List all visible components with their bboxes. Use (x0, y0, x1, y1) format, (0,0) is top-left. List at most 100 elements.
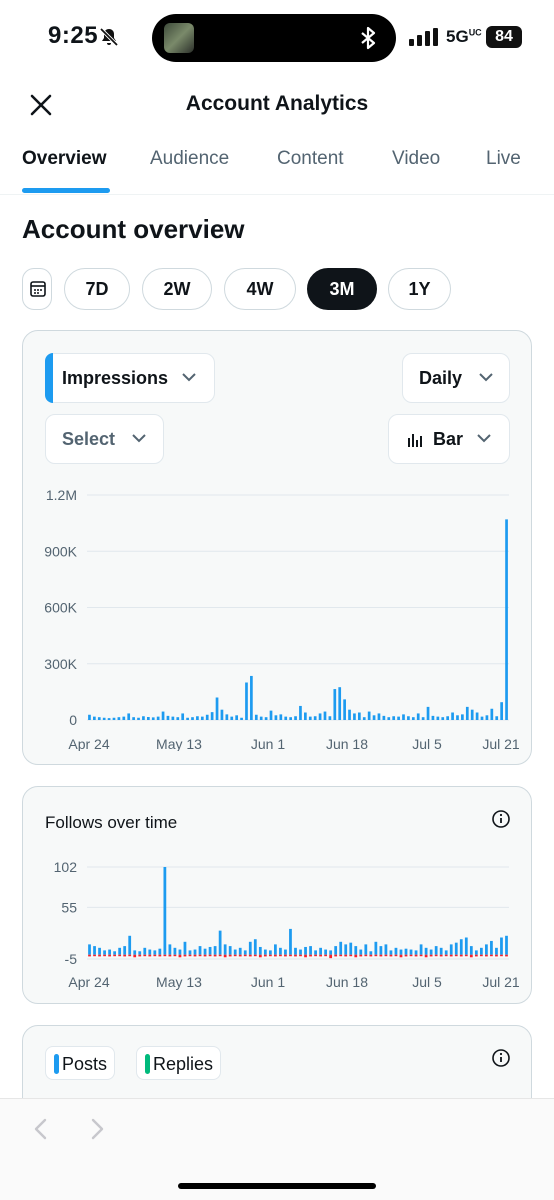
tab-live[interactable]: Live (486, 148, 521, 169)
bar (220, 709, 224, 720)
bar (451, 712, 454, 720)
active-tab-indicator (22, 188, 110, 193)
negative-bar (329, 954, 333, 959)
bar (338, 687, 342, 720)
range-7d-button[interactable]: 7D (64, 268, 130, 310)
bar (248, 941, 252, 955)
bar (387, 717, 391, 720)
x-tick-label: Jul 5 (412, 736, 442, 751)
range-4w-button[interactable]: 4W (224, 268, 296, 310)
bar (146, 717, 150, 720)
bar (299, 949, 302, 955)
negative-bar (495, 954, 498, 957)
tab-content[interactable]: Content (277, 148, 344, 169)
back-arrow-icon[interactable] (30, 1117, 52, 1141)
negative-bar (158, 954, 162, 957)
compare-dropdown[interactable]: Select (45, 414, 164, 464)
bar (495, 947, 498, 955)
range-2w-button[interactable]: 2W (142, 268, 212, 310)
negative-bar (389, 954, 393, 957)
bar (196, 716, 199, 720)
close-icon[interactable] (26, 90, 56, 120)
forward-arrow-icon[interactable] (86, 1117, 108, 1141)
bar (490, 940, 493, 955)
bar (353, 713, 356, 720)
bar (88, 944, 91, 955)
granularity-dropdown[interactable]: Daily (402, 353, 510, 403)
negative-bar (103, 954, 106, 957)
tab-audience[interactable]: Audience (150, 148, 230, 169)
bar (289, 717, 292, 720)
bar (264, 717, 268, 720)
bar (304, 946, 307, 955)
negative-bar (454, 954, 458, 957)
follows-card-title: Follows over time (45, 813, 178, 832)
bar (367, 711, 371, 720)
bar (210, 712, 214, 720)
network-type: 5GUC (446, 27, 482, 46)
bar (464, 937, 468, 955)
section-title: Account overview (22, 214, 245, 244)
range-3m-button[interactable]: 3M (307, 268, 377, 310)
calendar-button[interactable] (22, 268, 52, 310)
bar (132, 717, 135, 720)
info-icon[interactable] (491, 809, 511, 829)
bar (329, 950, 333, 955)
bar (505, 935, 508, 955)
bar (279, 714, 283, 720)
negative-bar (409, 954, 413, 957)
legend-replies-label: Replies (153, 1054, 214, 1074)
bar (419, 944, 423, 955)
bar (233, 949, 237, 955)
legend-posts[interactable]: Posts (45, 1046, 115, 1080)
bar (313, 716, 317, 720)
bar (102, 717, 106, 720)
tab-overview[interactable]: Overview (22, 148, 107, 169)
bar (505, 519, 508, 720)
negative-bar (248, 954, 252, 957)
bar (485, 715, 489, 720)
bar (431, 715, 435, 720)
negative-bar (379, 954, 383, 957)
bar (409, 949, 413, 955)
bar (429, 949, 433, 955)
bar (459, 939, 463, 955)
bar (490, 708, 494, 720)
metric-dropdown[interactable]: Impressions (45, 353, 215, 403)
negative-bar (193, 954, 197, 957)
bar (228, 946, 232, 955)
y-tick-label: 55 (61, 899, 77, 915)
bar (343, 699, 346, 720)
info-icon[interactable] (491, 1048, 511, 1068)
x-tick-label: Jun 1 (251, 974, 285, 990)
bar (382, 715, 386, 720)
bar (142, 716, 145, 720)
compare-label: Select (62, 429, 116, 449)
bar (215, 697, 219, 720)
bar (223, 944, 227, 955)
chevron-down-icon (479, 373, 493, 382)
negative-bar (173, 954, 177, 957)
bar (436, 716, 440, 720)
legend-replies[interactable]: Replies (136, 1046, 221, 1080)
negative-bar (354, 954, 358, 958)
bar (309, 946, 312, 955)
range-1y-button[interactable]: 1Y (388, 268, 451, 310)
bar (213, 946, 217, 955)
bar (225, 714, 229, 720)
bar (441, 717, 445, 720)
bar (176, 717, 180, 720)
tab-video[interactable]: Video (392, 148, 441, 169)
negative-bar (374, 954, 378, 957)
negative-bar (128, 954, 132, 957)
negative-bar (490, 954, 493, 957)
bar (253, 939, 257, 955)
bar (171, 716, 175, 720)
bar (294, 716, 297, 720)
chart-type-dropdown[interactable]: Bar (388, 414, 510, 464)
negative-bar (228, 954, 232, 957)
y-tick-label: 102 (54, 859, 78, 875)
negative-bar (474, 954, 478, 957)
bar (240, 717, 243, 720)
chart-type-label: Bar (433, 429, 464, 449)
